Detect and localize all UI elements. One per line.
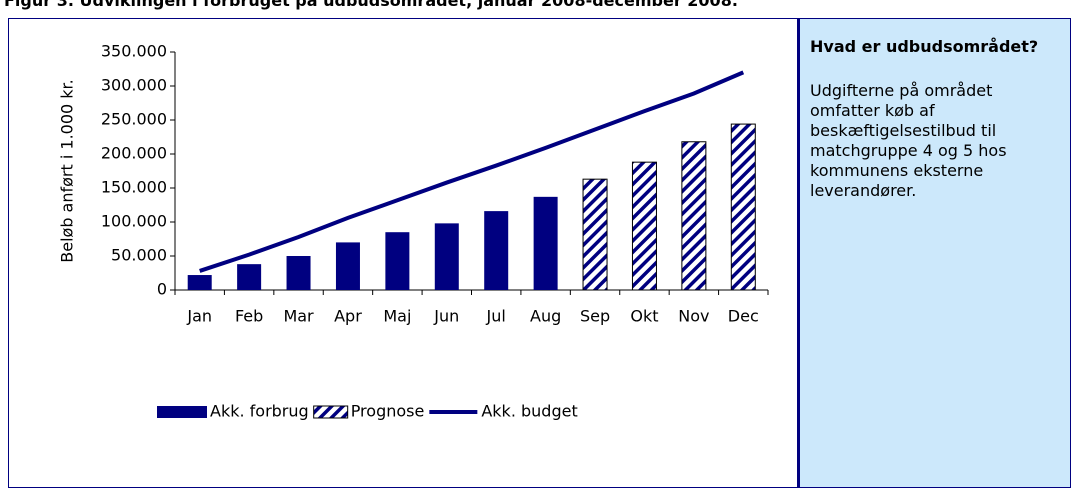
sidebar-title: Hvad er udbudsområdet? (810, 37, 1039, 56)
y-tick-label: 150.000 (101, 178, 167, 197)
y-tick-label: 0 (157, 280, 167, 299)
legend-swatch (157, 406, 207, 418)
x-tick-label: Jun (433, 307, 459, 326)
bar (582, 178, 608, 291)
x-tick-label: Jul (486, 307, 506, 326)
bar (434, 223, 459, 290)
x-tick-label: Mar (283, 307, 314, 326)
x-tick-label: Aug (530, 307, 561, 326)
y-tick-label: 300.000 (101, 76, 167, 95)
x-tick-label: Dec (728, 307, 759, 326)
sidebar-text: Udgifterne på området omfatter køb af be… (810, 81, 1007, 200)
budget-line (199, 70, 745, 273)
sidebar: Hvad er udbudsområdet? Udgifterne på omr… (798, 18, 1071, 488)
x-tick-label: Nov (678, 307, 709, 326)
bar (335, 242, 360, 290)
bar (187, 275, 212, 290)
bar (286, 256, 311, 290)
y-tick-label: 100.000 (101, 212, 167, 231)
bar (385, 232, 410, 290)
legend-swatch (313, 405, 349, 419)
y-tick-label: 250.000 (101, 110, 167, 129)
x-tick-label: Feb (235, 307, 263, 326)
figure-title: Figur 3. Udviklingen i forbruget på udbu… (4, 0, 738, 10)
bar (730, 123, 756, 291)
legend-label: Akk. budget (481, 402, 577, 421)
y-tick-label: 50.000 (111, 246, 167, 265)
legend-label: Akk. forbrug (210, 402, 309, 421)
x-tick-label: Maj (383, 307, 411, 326)
legend-label: Prognose (351, 402, 425, 421)
x-tick-label: Sep (580, 307, 610, 326)
y-tick-label: 200.000 (101, 144, 167, 163)
x-tick-label: Jan (186, 307, 212, 326)
chart: 0 50.000 100.000 150.000 200.000 250.000 300.0… (58, 42, 769, 421)
bar (533, 196, 558, 290)
y-axis-label: Beløb anført i 1.000 kr. (58, 79, 77, 262)
bar (681, 141, 707, 291)
x-tick-label: Okt (630, 307, 658, 326)
y-tick-label: 350.000 (101, 42, 167, 61)
bar (631, 161, 657, 291)
bar (484, 211, 509, 290)
bar (237, 264, 262, 290)
x-tick-label: Apr (334, 307, 362, 326)
